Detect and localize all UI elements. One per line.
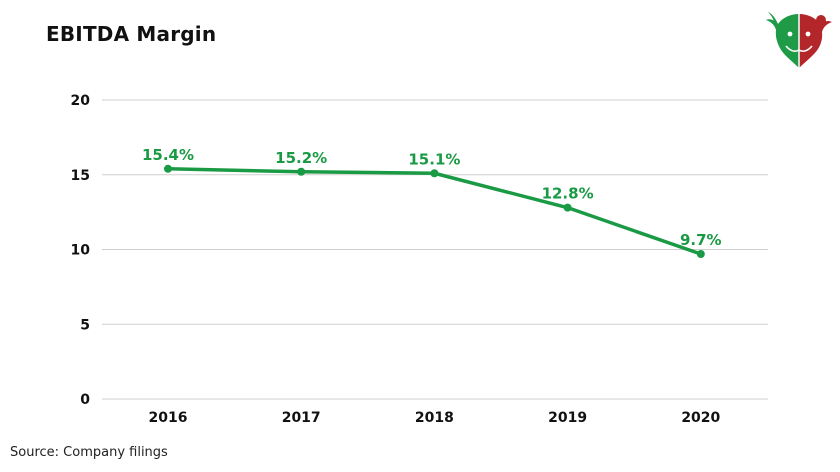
data-point — [430, 169, 439, 178]
bull-bear-logo-icon — [766, 12, 832, 68]
y-tick-label: 0 — [80, 392, 90, 408]
x-tick-label: 2018 — [415, 410, 454, 426]
data-point — [563, 203, 572, 212]
x-tick-label: 2020 — [681, 410, 720, 426]
y-tick-label: 20 — [71, 93, 91, 109]
series-line — [166, 167, 703, 256]
source-note: Source: Company filings — [10, 445, 168, 460]
y-tick-label: 15 — [71, 168, 90, 184]
data-label: 15.4% — [142, 146, 194, 164]
x-axis-ticks: 2016 2017 2018 2019 2020 — [149, 410, 721, 426]
data-point — [297, 167, 306, 176]
data-label: 15.2% — [275, 149, 327, 167]
y-tick-label: 5 — [80, 317, 90, 333]
data-point — [164, 164, 172, 173]
grid-lines — [102, 99, 768, 400]
x-tick-label: 2016 — [149, 410, 188, 426]
data-label: 15.1% — [408, 150, 460, 168]
x-tick-label: 2017 — [282, 410, 321, 426]
data-label: 9.7% — [680, 231, 722, 249]
data-label: 12.8% — [542, 185, 594, 203]
data-point — [696, 249, 705, 258]
data-points — [164, 164, 705, 258]
data-labels: 15.4% 15.2% 15.1% 12.8% 9.7% — [142, 146, 722, 249]
y-tick-label: 10 — [71, 243, 91, 259]
chart-title: EBITDA Margin — [46, 22, 217, 46]
series-line-group — [166, 167, 703, 256]
y-axis-ticks: 0 5 10 15 20 — [71, 93, 91, 408]
x-tick-label: 2019 — [548, 410, 587, 426]
